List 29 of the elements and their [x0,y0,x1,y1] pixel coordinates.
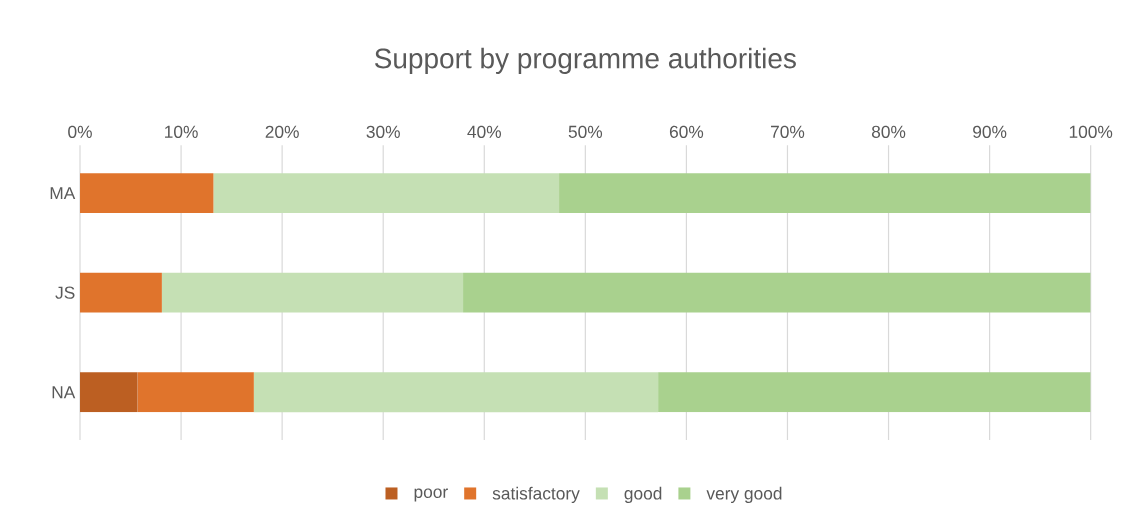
x-tick-label: 20% [265,125,299,138]
bar [137,372,254,413]
legend-label: satisfactory [492,486,580,504]
y-tick-label: JS [55,286,75,299]
x-tick-label: 80% [871,125,906,138]
bar [161,272,464,313]
x-tick-label: 90% [973,125,1007,138]
legend-label: good [624,486,662,504]
bar [80,173,214,214]
x-tick-label: 50% [568,125,603,138]
bar [559,173,1091,214]
bar [463,272,1091,313]
x-tick-label: 30% [366,125,400,138]
x-tick-label: 100% [1069,125,1113,138]
x-tick-label: 40% [467,125,502,138]
y-tick-label: MA [50,187,76,200]
chart-title: Support by programme authorities [374,47,796,74]
x-tick-label: 60% [669,125,704,138]
bar [80,372,138,413]
x-tick-label: 0% [68,125,92,138]
bar [658,372,1091,413]
x-tick-label: 70% [771,125,805,138]
bar [253,372,659,413]
bar [213,173,560,214]
y-tick-label: NA [52,386,76,399]
x-tick-label: 10% [165,125,198,138]
legend-label: poor [414,488,448,502]
legend-label: very good [706,486,782,504]
bar [80,272,162,313]
